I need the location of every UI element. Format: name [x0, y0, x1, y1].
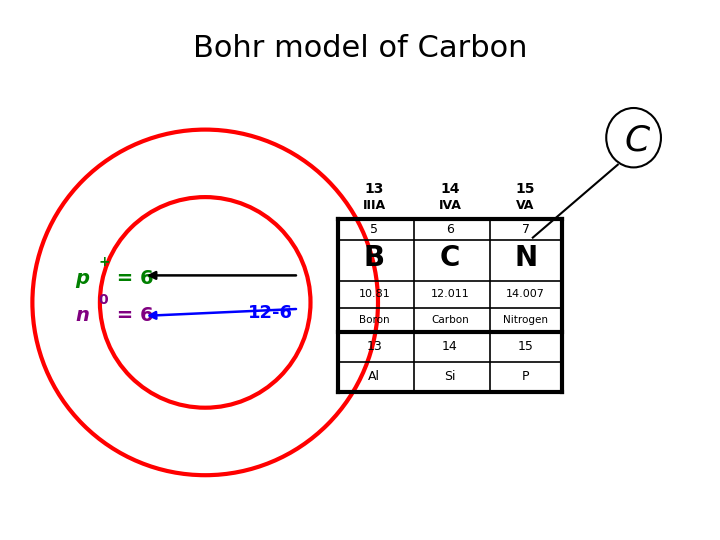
Text: Al: Al: [369, 370, 380, 383]
Text: 14.007: 14.007: [506, 289, 545, 299]
Text: 13: 13: [365, 182, 384, 196]
Text: Boron: Boron: [359, 315, 390, 325]
Text: 7: 7: [521, 223, 530, 236]
Text: 5: 5: [370, 223, 379, 236]
Text: 10.81: 10.81: [359, 289, 390, 299]
Text: C: C: [624, 124, 650, 157]
Text: +: +: [99, 255, 110, 269]
Text: B: B: [364, 244, 385, 272]
Text: IIIA: IIIA: [363, 199, 386, 212]
Text: = 6: = 6: [110, 306, 154, 326]
Text: P: P: [522, 370, 529, 383]
Text: N: N: [514, 244, 537, 272]
Text: = 6: = 6: [110, 268, 154, 288]
Text: IVA: IVA: [438, 199, 462, 212]
Text: 12.011: 12.011: [431, 289, 469, 299]
Text: 6: 6: [446, 223, 454, 236]
Text: 0: 0: [99, 293, 108, 307]
Text: Si: Si: [444, 370, 456, 383]
Text: 12-6: 12-6: [248, 304, 294, 322]
Text: Carbon: Carbon: [431, 315, 469, 325]
Text: 14: 14: [440, 182, 460, 196]
Text: C: C: [440, 244, 460, 272]
Text: Nitrogen: Nitrogen: [503, 315, 548, 325]
Text: Bohr model of Carbon: Bohr model of Carbon: [193, 34, 527, 63]
Text: 15: 15: [516, 182, 536, 196]
Text: n: n: [76, 306, 89, 326]
Text: 13: 13: [366, 340, 382, 354]
Text: 14: 14: [442, 340, 458, 354]
Text: p: p: [76, 268, 89, 288]
Text: VA: VA: [516, 199, 535, 212]
Text: 15: 15: [518, 340, 534, 354]
